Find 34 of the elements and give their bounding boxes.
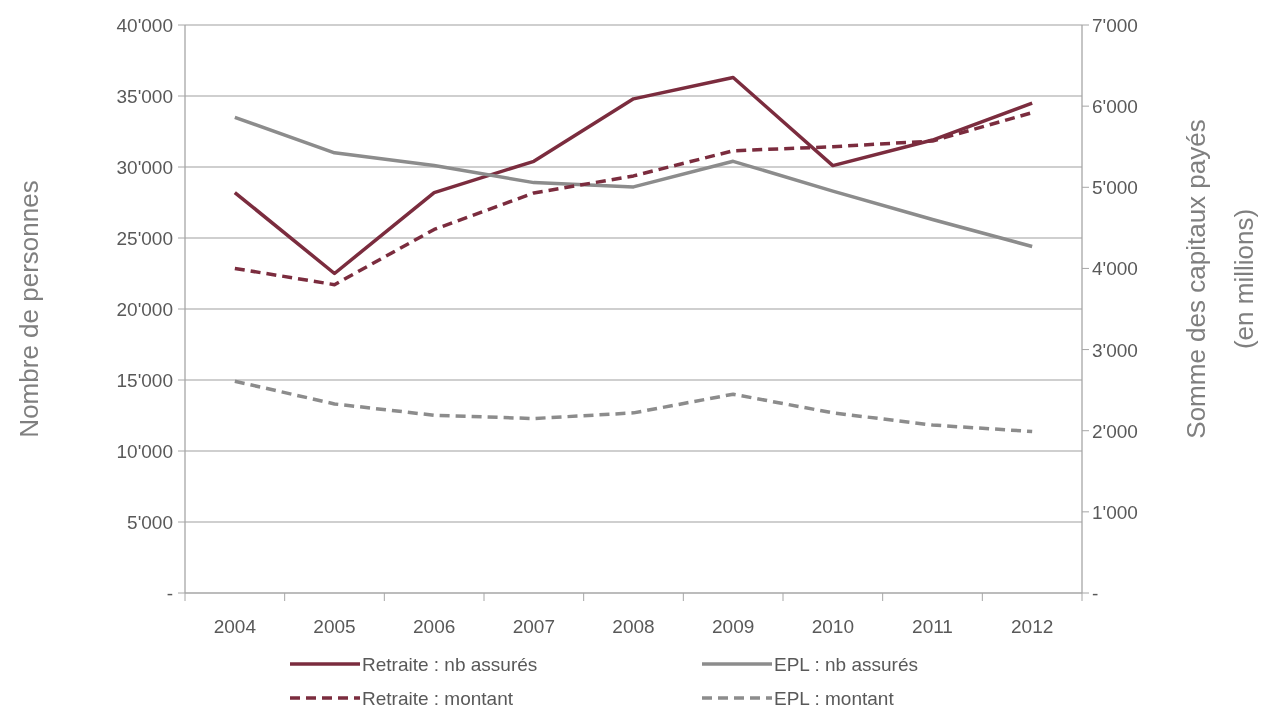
y-tick-label: 15'000 xyxy=(116,370,173,391)
y-tick-label: 20'000 xyxy=(116,299,173,320)
x-tick-label: 2009 xyxy=(712,616,755,637)
y-tick-label: - xyxy=(166,583,173,604)
y-tick-label: 25'000 xyxy=(116,228,173,249)
y2-tick-label: 6'000 xyxy=(1092,96,1138,118)
y2-tick-label: 4'000 xyxy=(1092,258,1138,280)
y-axis-title: Nombre de personnes xyxy=(14,180,44,438)
x-tick-label: 2008 xyxy=(612,616,655,637)
legend-label: EPL : nb assurés xyxy=(774,654,918,675)
y-tick-label: 30'000 xyxy=(116,157,173,178)
x-tick-label: 2012 xyxy=(1011,616,1054,637)
y2-axis-title: Somme des capitaux payés (en millions) xyxy=(1181,119,1259,439)
x-tick-label: 2004 xyxy=(213,616,257,637)
y-tick-label: 5'000 xyxy=(127,512,173,533)
x-tick-label: 2005 xyxy=(313,616,356,637)
y-tick-label: 40'000 xyxy=(116,15,173,36)
y2-tick-label: - xyxy=(1092,583,1099,604)
y2-tick-label: 3'000 xyxy=(1092,339,1138,361)
line-series xyxy=(233,379,1034,434)
legend-label: Retraite : nb assurés xyxy=(362,654,538,675)
y2-tick-label: 5'000 xyxy=(1092,177,1138,199)
legend-label: EPL : montant xyxy=(774,688,895,709)
line-series xyxy=(233,115,1034,249)
y2-tick-label: 1'000 xyxy=(1092,501,1138,523)
x-tick-label: 2006 xyxy=(413,616,456,637)
legend-label: Retraite : montant xyxy=(362,688,514,709)
y2-tick-label: 7'000 xyxy=(1092,15,1138,36)
x-tick-label: 2010 xyxy=(811,616,854,637)
y2-tick-label: 2'000 xyxy=(1092,420,1138,442)
y-tick-label: 10'000 xyxy=(116,441,173,462)
x-tick-label: 2007 xyxy=(512,616,555,637)
x-tick-label: 2011 xyxy=(912,616,953,637)
y-tick-label: 35'000 xyxy=(116,86,173,107)
